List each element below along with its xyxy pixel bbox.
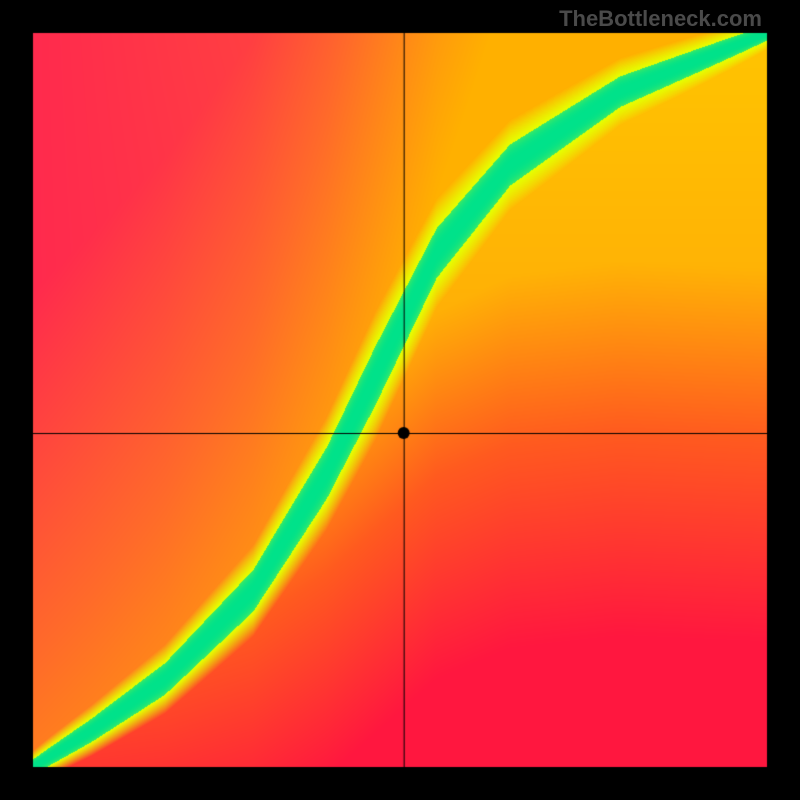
bottleneck-heatmap [0, 0, 800, 800]
chart-container: TheBottleneck.com [0, 0, 800, 800]
watermark-label: TheBottleneck.com [559, 6, 762, 32]
